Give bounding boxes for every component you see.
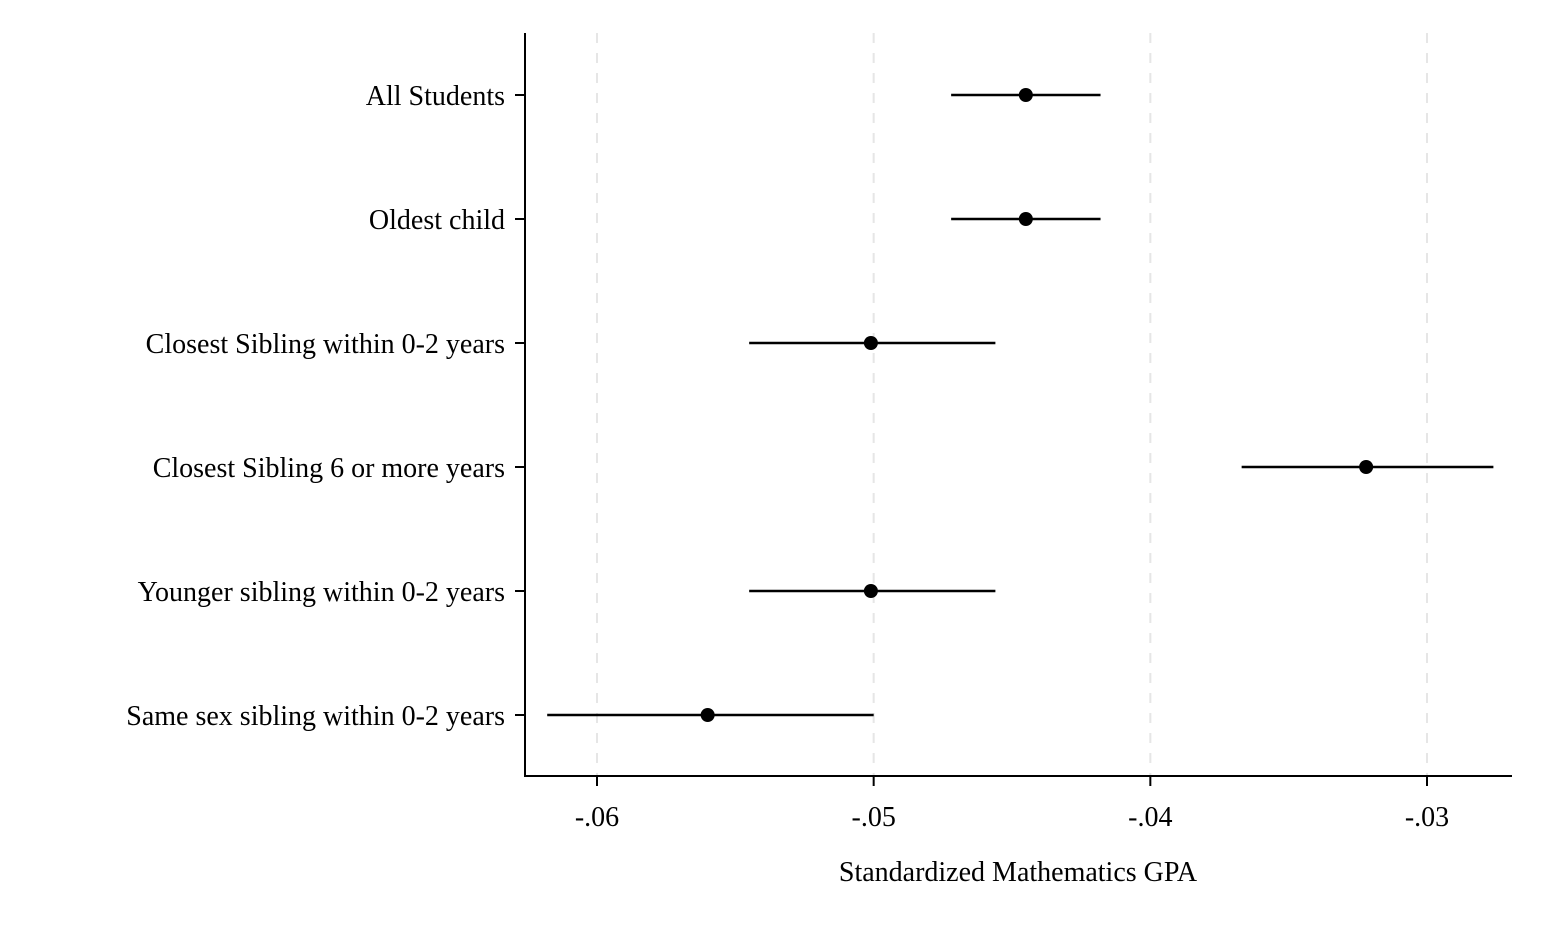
grid-layer bbox=[596, 33, 1428, 775]
marks-layer bbox=[547, 88, 1494, 722]
category-label: Younger sibling within 0-2 years bbox=[138, 577, 505, 608]
x-tick-layer: -.06 -.05 -.04 -.03 bbox=[575, 776, 1449, 833]
point-estimate-marker bbox=[1018, 88, 1033, 102]
y-tick-layer: All Students Oldest child Closest Sibling … bbox=[126, 81, 525, 732]
category-label: Oldest child bbox=[369, 205, 505, 236]
category-label: Closest Sibling within 0-2 years bbox=[146, 329, 505, 360]
point-estimate-marker bbox=[1359, 460, 1374, 474]
category-label: All Students bbox=[366, 81, 505, 112]
x-axis-title: Standardized Mathematics GPA bbox=[839, 857, 1198, 888]
x-tick-label: -.06 bbox=[575, 802, 619, 833]
x-tick-label: -.05 bbox=[852, 802, 896, 833]
axis-layer bbox=[524, 33, 1512, 777]
category-label: Same sex sibling within 0-2 years bbox=[126, 701, 505, 732]
point-estimate-marker bbox=[863, 336, 878, 350]
point-estimate-marker bbox=[1018, 212, 1033, 226]
point-estimate-marker bbox=[863, 584, 878, 598]
category-label: Closest Sibling 6 or more years bbox=[153, 453, 505, 484]
x-tick-label: -.03 bbox=[1405, 802, 1449, 833]
x-tick-label: -.04 bbox=[1128, 802, 1172, 833]
point-estimate-marker bbox=[700, 708, 715, 722]
